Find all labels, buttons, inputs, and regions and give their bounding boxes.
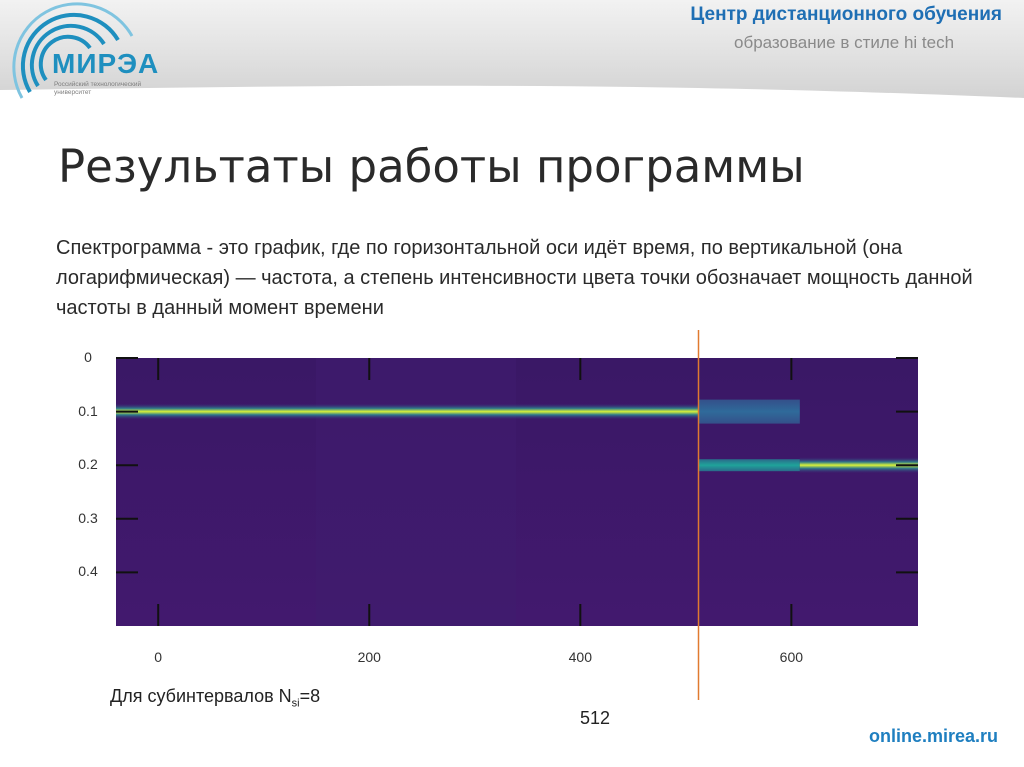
y-tick-label: 0.1 [78,402,98,419]
y-tick-label: 0.4 [78,563,98,580]
y-tick-label: 0.2 [78,456,98,473]
logo-text: МИРЭА [52,48,160,79]
caption-prefix: Для субинтервалов N [110,686,292,706]
logo-subtitle: Российский технологический университет [54,81,142,96]
x-tick-label: 600 [779,649,804,665]
y-tick-label: 0 [84,349,92,365]
x-tick-label: 200 [357,649,381,665]
slide-title: Результаты работы программы [58,140,805,193]
marker-label: 512 [580,708,611,728]
spectral-band [698,399,800,424]
spectral-band [799,457,918,474]
spectral-band [698,459,800,472]
slide-body: Спектрограмма - это график, где по гориз… [56,237,973,319]
logo-icon [12,2,134,99]
tagline: образование в стиле hi tech [734,33,955,52]
header-decoration [0,85,1024,110]
caption: Для субинтервалов Nsi=8 [110,686,320,710]
heatmap-shade [316,358,516,626]
y-tick-label: 0.3 [78,509,98,526]
center-name: Центр дистанционного обучения [690,4,1002,25]
footer-url[interactable]: online.mirea.ru [868,726,998,746]
heatmap-background [116,358,918,626]
x-tick-label: 0 [154,649,163,665]
x-tick-label: 400 [568,649,592,665]
caption-suffix: =8 [299,686,321,706]
caption-subscript: si [291,697,300,710]
spectral-band [116,403,699,420]
